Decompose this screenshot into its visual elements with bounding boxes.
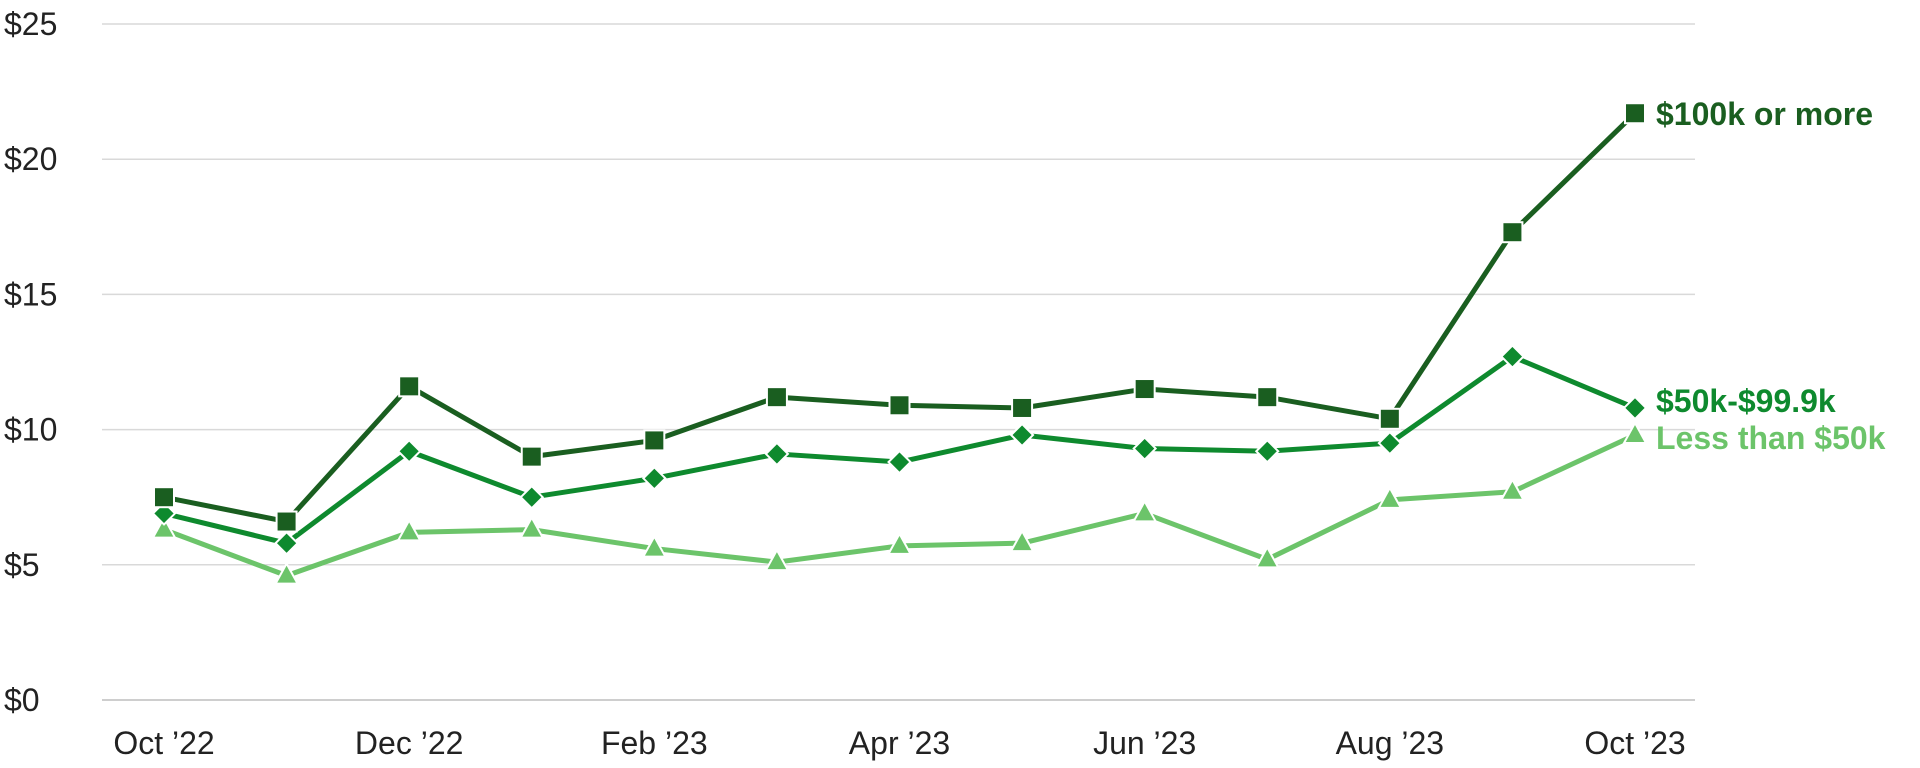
series-triangle bbox=[151, 420, 1648, 585]
data-point-diamond bbox=[1009, 422, 1035, 448]
data-point-triangle bbox=[396, 518, 422, 542]
series-lines bbox=[151, 102, 1648, 585]
data-point-triangle bbox=[1009, 529, 1035, 553]
data-point-triangle bbox=[1131, 499, 1158, 523]
series-diamond bbox=[151, 344, 1648, 556]
data-point-triangle bbox=[1377, 485, 1403, 509]
data-point-square bbox=[765, 386, 788, 409]
data-point-triangle bbox=[519, 515, 545, 539]
data-point-diamond bbox=[1132, 436, 1158, 461]
x-tick-label: Oct ’23 bbox=[1584, 725, 1685, 761]
data-point-diamond bbox=[641, 465, 667, 491]
x-tick-label: Feb ’23 bbox=[601, 725, 708, 761]
data-point-square bbox=[520, 445, 543, 468]
x-tick-label: Dec ’22 bbox=[355, 725, 464, 761]
data-point-diamond bbox=[1254, 438, 1280, 464]
data-point-diamond bbox=[887, 449, 912, 475]
data-point-square bbox=[1501, 221, 1524, 244]
series-square bbox=[153, 102, 1646, 533]
series-label: $50k-$99.9k bbox=[1656, 383, 1836, 419]
data-point-square bbox=[275, 510, 298, 533]
data-point-square bbox=[398, 375, 421, 398]
data-point-triangle bbox=[641, 534, 668, 558]
data-point-square bbox=[1256, 386, 1279, 409]
data-point-diamond bbox=[764, 441, 790, 467]
x-tick-label: Oct ’22 bbox=[113, 725, 214, 761]
data-point-square bbox=[1378, 407, 1401, 430]
data-point-diamond bbox=[396, 438, 422, 464]
data-point-diamond bbox=[519, 484, 545, 510]
data-point-diamond bbox=[274, 530, 299, 556]
data-point-triangle bbox=[151, 515, 177, 539]
x-axis-ticks: Oct ’22 Dec ’22 Feb ’23 Apr ’23 Jun ’23 Aug ’… bbox=[113, 725, 1685, 761]
data-point-triangle bbox=[273, 561, 300, 585]
y-axis-ticks: $0 $5 $10 $15 $20 $25 bbox=[4, 6, 57, 718]
gridlines bbox=[102, 23, 1695, 701]
data-point-diamond bbox=[1500, 344, 1525, 370]
y-tick-label: $25 bbox=[4, 6, 57, 42]
y-tick-label: $5 bbox=[4, 547, 40, 583]
data-point-triangle bbox=[1254, 545, 1280, 569]
data-point-square bbox=[153, 486, 175, 509]
data-point-triangle bbox=[886, 531, 913, 555]
data-point-square bbox=[1011, 396, 1034, 419]
x-tick-label: Jun ’23 bbox=[1093, 725, 1196, 761]
data-point-diamond bbox=[1377, 430, 1403, 456]
data-point-square bbox=[1133, 378, 1156, 401]
data-point-triangle bbox=[1499, 477, 1526, 501]
data-point-triangle bbox=[764, 548, 790, 572]
y-tick-label: $10 bbox=[4, 412, 57, 448]
x-tick-label: Aug ’23 bbox=[1336, 725, 1445, 761]
data-point-square bbox=[1624, 102, 1646, 125]
series-label: $100k or more bbox=[1656, 96, 1873, 132]
series-label: Less than $50k bbox=[1656, 420, 1886, 456]
y-tick-label: $15 bbox=[4, 276, 57, 312]
data-point-square bbox=[643, 429, 666, 452]
y-tick-label: $0 bbox=[4, 682, 40, 718]
data-point-square bbox=[888, 394, 911, 417]
data-point-triangle bbox=[1622, 420, 1648, 445]
x-tick-label: Apr ’23 bbox=[849, 725, 950, 761]
y-tick-label: $20 bbox=[4, 141, 57, 177]
data-point-diamond bbox=[1622, 395, 1648, 421]
